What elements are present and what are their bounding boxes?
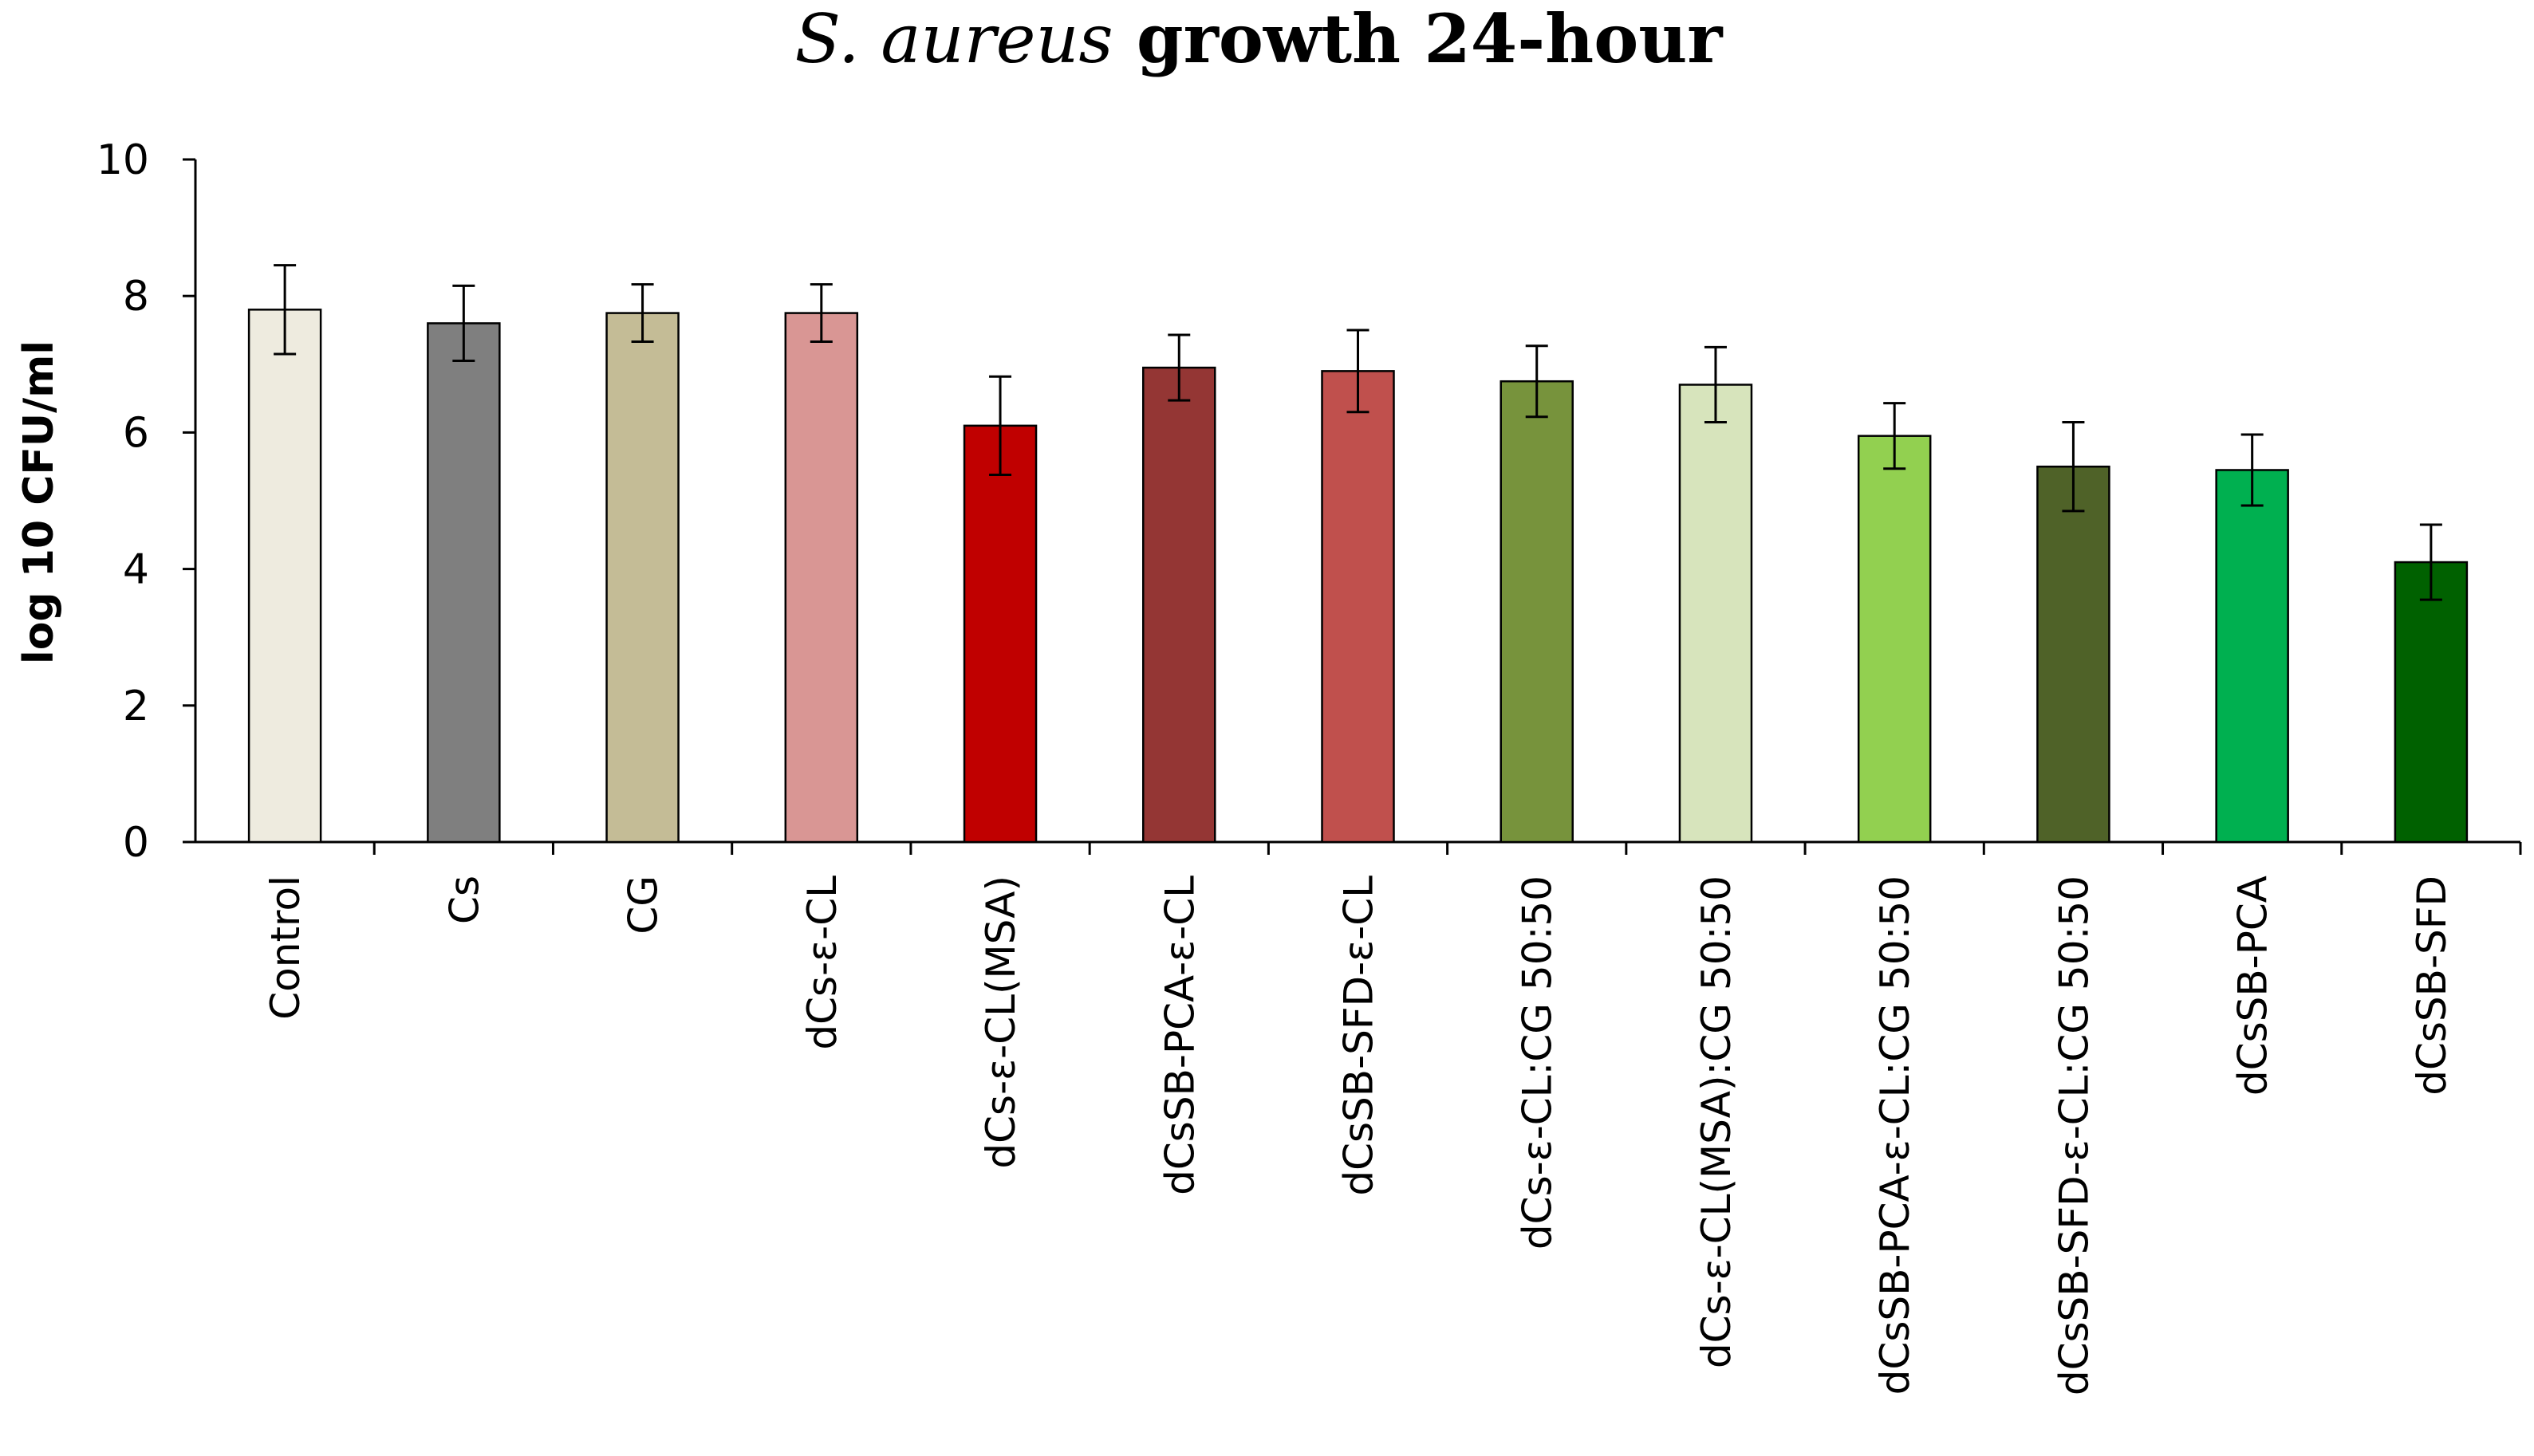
bar-11 xyxy=(2215,469,2289,844)
plot-area: 0 2 4 6 8 10 Control Cs CG dCs-ε-CL dCs-ε-CL(MSA) d… xyxy=(97,136,2522,1395)
y-axis-label: log 10 CFU/ml xyxy=(15,340,63,664)
y-tick-label: 10 xyxy=(97,136,149,184)
bar-3 xyxy=(784,312,859,844)
x-tick-label-5: dCsSB-PCA-ε-CL xyxy=(1157,876,1203,1195)
bar-7 xyxy=(1500,380,1574,844)
x-tick-label-12: dCsSB-SFD xyxy=(2409,876,2455,1096)
chart-title-rest: growth 24-hour xyxy=(1113,0,1724,78)
chart-title: S. aureus growth 24-hour xyxy=(794,0,1724,78)
bar-12 xyxy=(2394,561,2469,844)
bar-8 xyxy=(1678,384,1753,844)
bar-4 xyxy=(963,424,1038,844)
bar-10 xyxy=(2036,465,2110,844)
bar-9 xyxy=(1857,435,1932,844)
bar-1 xyxy=(427,322,501,844)
y-tick-label: 4 xyxy=(123,546,149,594)
x-tick-label-11: dCsSB-PCA xyxy=(2230,876,2276,1096)
x-tick-label-1: Cs xyxy=(441,876,487,924)
y-tick-label: 2 xyxy=(123,683,149,730)
bar-6 xyxy=(1321,370,1395,844)
bar-5 xyxy=(1142,366,1216,844)
x-tick-label-7: dCs-ε-CL:CG 50:50 xyxy=(1515,876,1561,1249)
x-tick-label-2: CG xyxy=(621,876,667,935)
x-tick-label-10: dCsSB-SFD-ε-CL:CG 50:50 xyxy=(2051,876,2097,1395)
y-tick-label: 6 xyxy=(123,409,149,457)
x-tick-label-0: Control xyxy=(262,876,309,1020)
y-tick-label: 8 xyxy=(123,273,149,321)
chart-title-italic: S. aureus xyxy=(794,0,1113,78)
x-tick-label-9: dCsSB-PCA-ε-CL:CG 50:50 xyxy=(1872,876,1918,1395)
x-tick-label-4: dCs-ε-CL(MSA) xyxy=(978,876,1024,1169)
y-tick-label: 0 xyxy=(123,819,149,867)
x-tick-label-3: dCs-ε-CL xyxy=(799,876,845,1050)
x-tick-label-6: dCsSB-SFD-ε-CL xyxy=(1336,876,1382,1196)
x-tick-label-8: dCs-ε-CL(MSA):CG 50:50 xyxy=(1693,876,1740,1368)
bar-2 xyxy=(605,312,680,844)
bar-0 xyxy=(247,309,322,844)
